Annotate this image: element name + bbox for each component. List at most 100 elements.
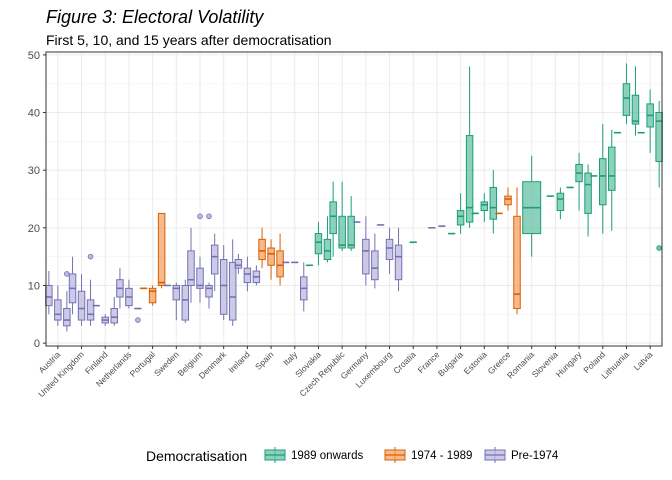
box-netherlands <box>125 279 133 309</box>
box-body <box>655 112 663 163</box>
box-luxembourg <box>385 227 394 274</box>
box-body <box>276 250 284 278</box>
box-czech-republic <box>329 181 337 257</box>
box-body <box>110 308 118 324</box>
box-body <box>45 284 53 307</box>
panel-border <box>45 51 663 347</box>
box-ireland <box>252 265 261 286</box>
box-latvia <box>646 89 654 153</box>
box-bulgaria <box>465 66 474 228</box>
box-united-kingdom <box>86 253 95 326</box>
box-body <box>63 308 71 327</box>
box-lithuania <box>631 66 640 136</box>
box-body <box>329 201 337 235</box>
box-slovakia <box>323 216 332 263</box>
box-body <box>338 215 346 249</box>
box-sweden <box>172 282 181 321</box>
legend: Democratisation 1989 onwards 1974 - 1989 P… <box>146 447 559 464</box>
x-tick-label: Bulgaria <box>436 349 465 378</box>
outlier-point <box>135 317 141 323</box>
box-netherlands <box>116 268 124 309</box>
box-poland <box>599 124 607 234</box>
box-slovenia <box>556 187 565 220</box>
legend-label: Pre-1974 <box>511 450 559 462</box>
box-body <box>371 250 379 281</box>
box-united-kingdom <box>77 273 86 326</box>
box-body <box>187 250 195 286</box>
outlier-point <box>656 245 662 251</box>
box-body <box>148 287 157 304</box>
box-body <box>228 261 237 321</box>
chart-subtitle: First 5, 10, and 15 years after democrat… <box>46 32 332 48</box>
x-tick-label: Spain <box>253 349 276 372</box>
box-hungary <box>575 152 583 211</box>
x-tick-label: Croatia <box>391 349 418 376</box>
chart-title: Figure 3: Electoral Volatility <box>46 7 264 27</box>
box-body <box>608 146 616 191</box>
box-body <box>54 299 62 321</box>
x-tick-label: Latvia <box>631 349 654 372</box>
box-bulgaria <box>456 193 465 234</box>
y-tick-label: 20 <box>28 223 40 235</box>
box-finland <box>110 297 118 326</box>
box-germany <box>362 216 370 286</box>
box-denmark <box>228 239 237 326</box>
box-germany <box>371 233 379 289</box>
box-body <box>480 201 489 212</box>
box-body <box>622 83 631 116</box>
box-ireland <box>234 253 243 274</box>
box-netherlands <box>134 307 142 323</box>
box-body <box>465 135 474 223</box>
box-body <box>181 284 190 321</box>
box-portugal <box>148 285 157 306</box>
box-body <box>205 284 213 298</box>
box-body <box>513 215 521 310</box>
box-sweden <box>181 279 190 323</box>
y-tick-label: 0 <box>34 338 40 350</box>
box-czech-republic <box>338 181 346 251</box>
box-body <box>347 215 355 249</box>
x-tick-label: Estonia <box>462 349 489 376</box>
box-poland <box>608 129 616 231</box>
box-body <box>234 259 243 269</box>
box-lithuania <box>622 63 631 125</box>
box-hungary <box>584 164 592 237</box>
box-body <box>362 238 370 275</box>
outlier-point <box>206 213 212 220</box>
y-tick-label: 10 <box>28 280 40 292</box>
box-luxembourg <box>394 227 403 292</box>
outlier-point <box>197 213 203 220</box>
box-italy <box>300 262 308 312</box>
box-belgium <box>205 213 213 309</box>
legend-title: Democratisation <box>146 448 247 464</box>
outlier-point <box>64 271 70 277</box>
box-portugal <box>157 212 166 289</box>
box-body <box>489 186 498 220</box>
y-tick-label: 30 <box>28 165 40 177</box>
box-body <box>314 233 323 255</box>
box-denmark <box>210 233 219 292</box>
box-body <box>243 267 252 284</box>
box-spain <box>276 233 284 286</box>
box-united-kingdom <box>68 256 77 315</box>
box-body <box>267 247 275 266</box>
box-spain <box>258 227 266 269</box>
box-finland <box>101 314 109 326</box>
box-body <box>196 267 204 289</box>
box-romania <box>522 155 542 257</box>
box-body <box>456 210 465 226</box>
legend-label: 1989 onwards <box>291 450 363 462</box>
box-body <box>86 299 95 321</box>
box-body <box>385 238 394 261</box>
box-body <box>556 192 565 212</box>
box-slovakia <box>314 222 323 266</box>
box-body <box>394 244 403 281</box>
x-tick-label: Hungary <box>554 349 584 379</box>
box-body <box>210 244 219 275</box>
box-belgium <box>196 213 204 303</box>
box-body <box>323 238 332 261</box>
box-belgium <box>187 227 195 303</box>
box-body <box>219 259 228 315</box>
